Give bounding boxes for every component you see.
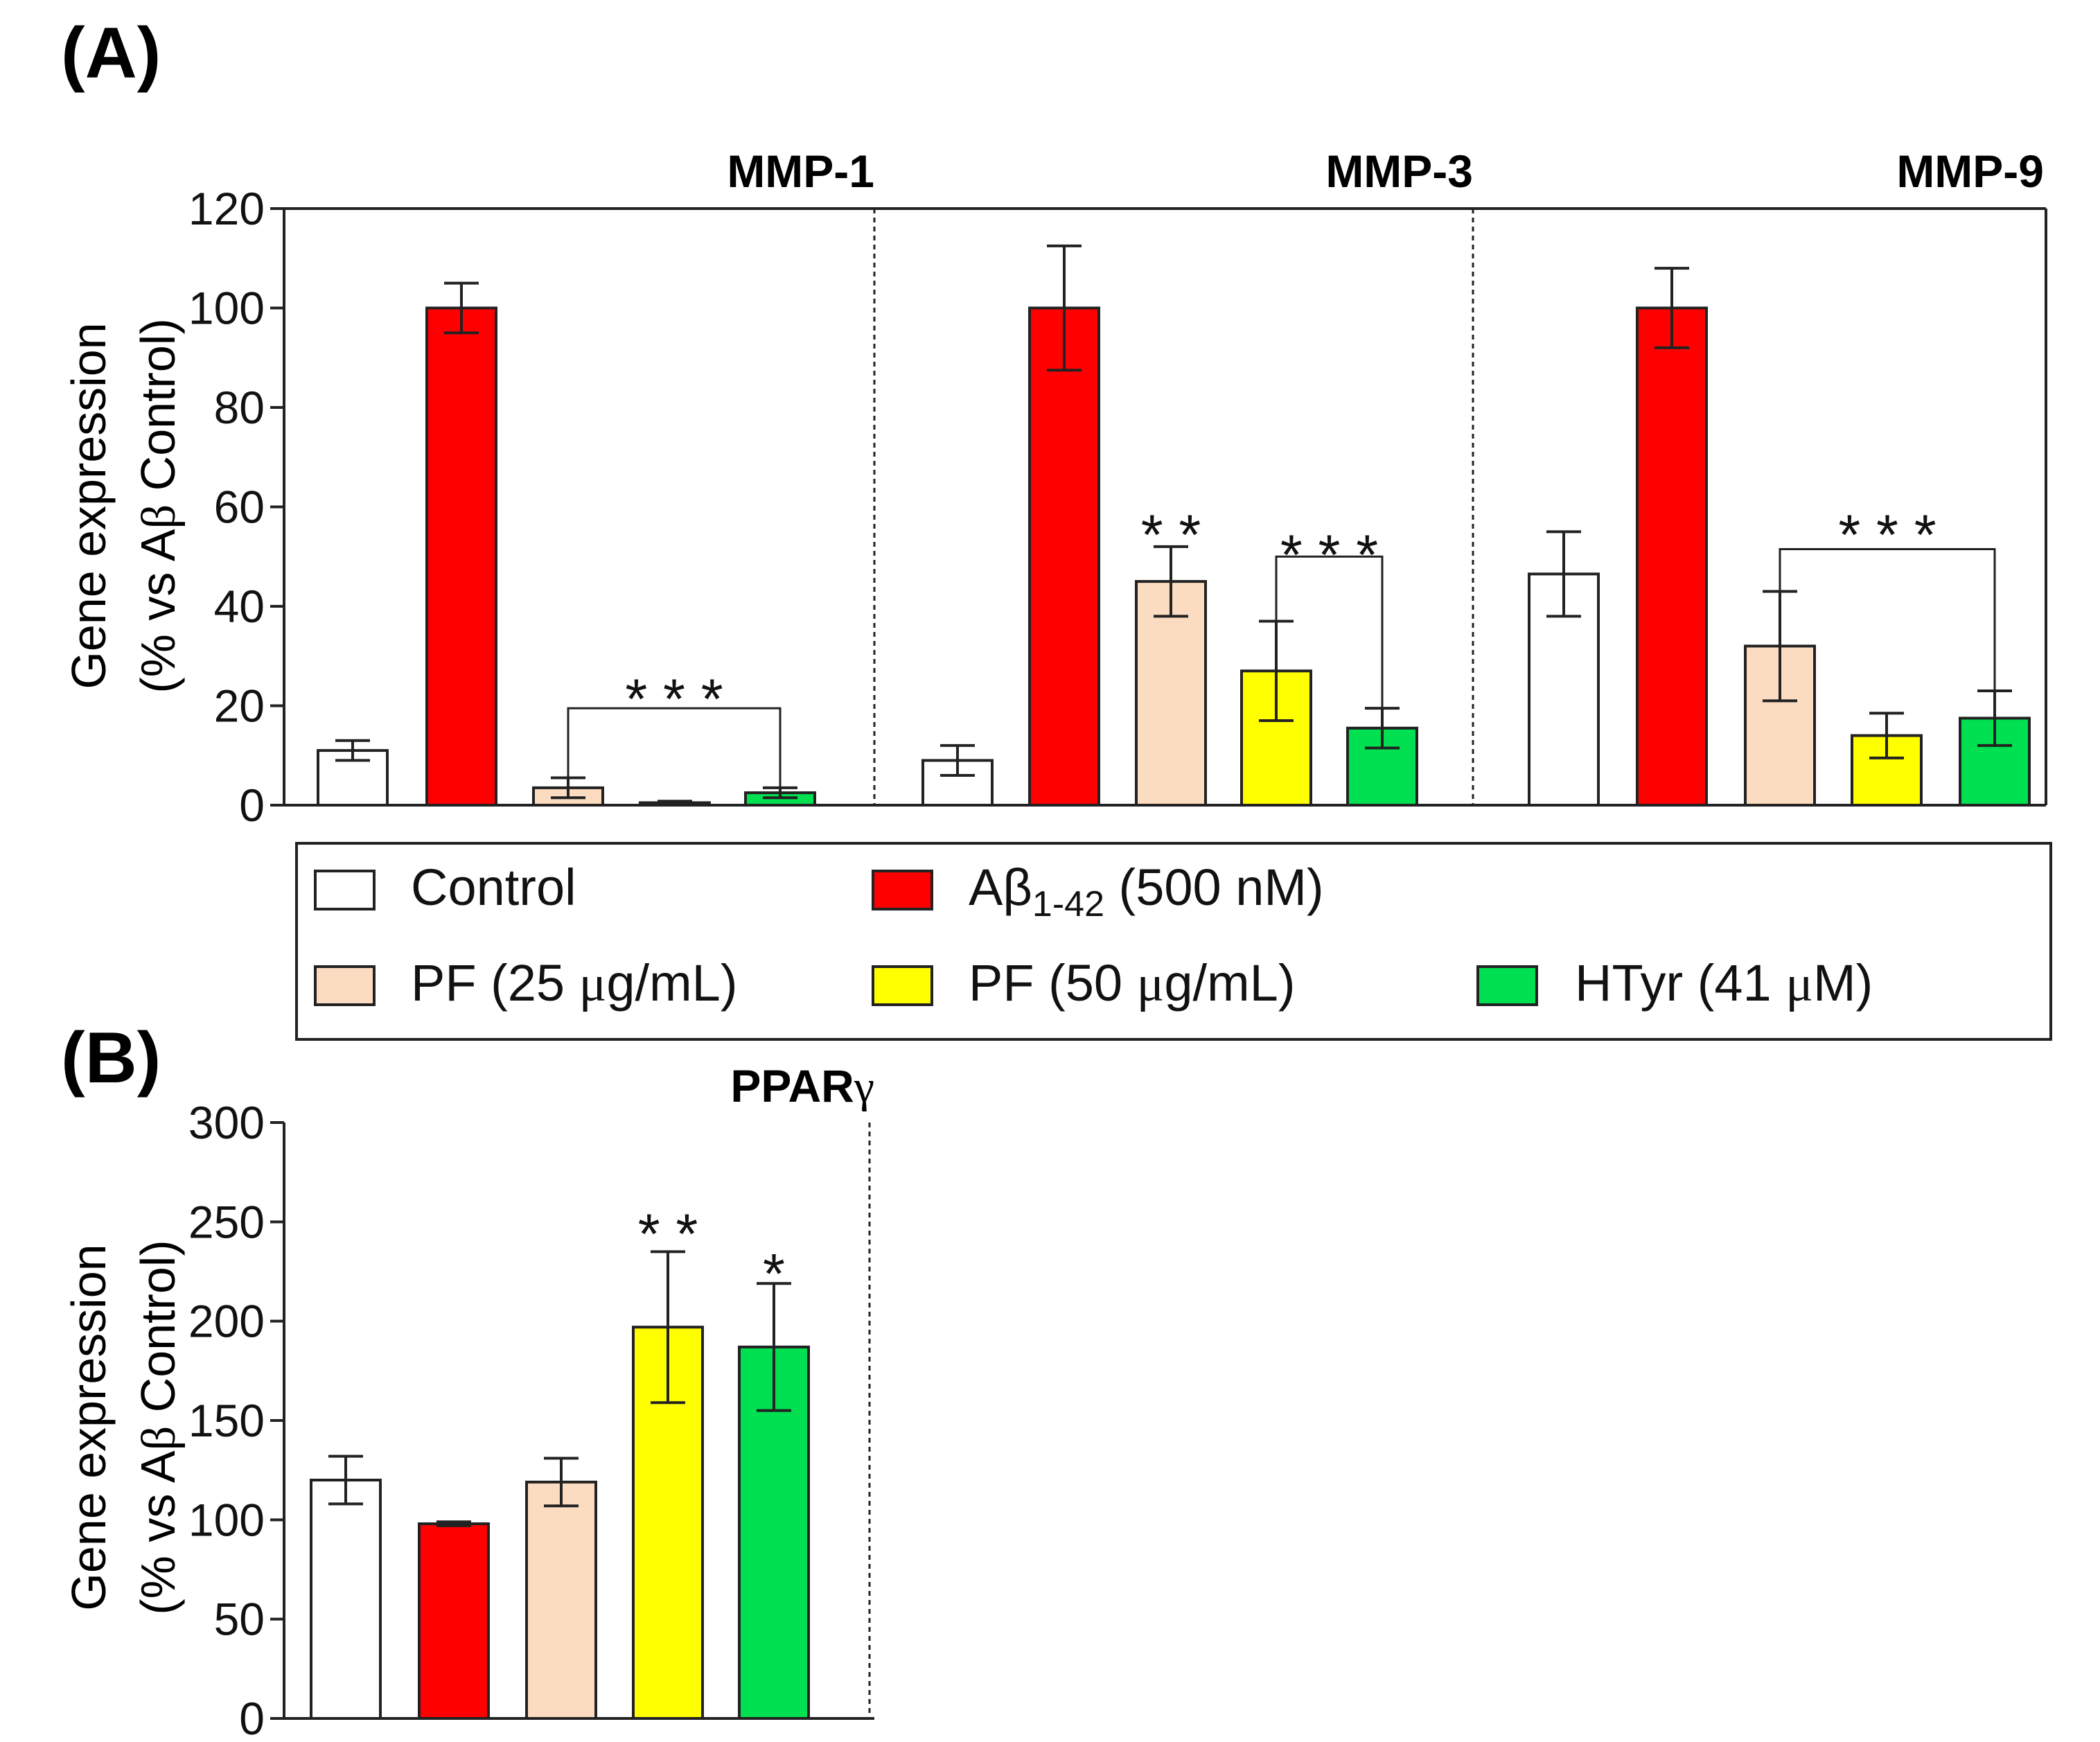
legend-swatch-htyr: [1476, 965, 1538, 1006]
y-tick-label: 300: [188, 1097, 265, 1148]
y-axis-title-a: Gene expression (% vs Aβ Control): [62, 318, 186, 693]
panel-label-a: (A): [61, 13, 161, 94]
legend-box: [295, 842, 2052, 1041]
y-tick-label: 0: [239, 1693, 265, 1742]
y-title-line1: Gene expression: [62, 1244, 116, 1610]
y-tick-label: 250: [188, 1196, 265, 1247]
bar: [425, 306, 497, 807]
y-tick-label: 0: [239, 780, 265, 831]
significance-label: * * *: [1280, 524, 1378, 587]
bar: [525, 1480, 597, 1721]
bar: [1135, 580, 1207, 807]
bar: [418, 1522, 490, 1720]
legend: Control Aβ1-42 (500 nM) PF (25 μg/mL) PF…: [295, 842, 2052, 1041]
y-title-line2: (% vs Aβ Control): [131, 318, 186, 693]
group-title-mmp3: MMP-3: [1325, 146, 1473, 197]
plot-b: 0 50 100 150 200 250 300 * * *: [188, 1097, 874, 1742]
y-tick-label: 20: [214, 680, 265, 732]
bar: [1636, 306, 1708, 807]
significance-label: * *: [1141, 504, 1201, 567]
panel-label-b: (B): [61, 1018, 161, 1098]
significance-bracket: [567, 707, 782, 788]
legend-label-pf25: PF (25 μg/mL): [411, 954, 737, 1012]
y-tick-label: 200: [188, 1296, 265, 1347]
legend-label-htyr: HTyr (41 μM): [1575, 954, 1873, 1012]
legend-swatch-pf25: [314, 965, 376, 1006]
legend-label-pf50: PF (50 μg/mL): [969, 954, 1295, 1012]
y-title-line2: (% vs Aβ Control): [131, 1240, 186, 1615]
bar: [317, 749, 389, 807]
legend-label-control: Control: [411, 859, 576, 916]
significance-label: * *: [638, 1203, 698, 1266]
legend-swatch-control: [314, 870, 376, 910]
y-tick-label: 80: [214, 382, 265, 433]
significance-bracket: [1779, 547, 1996, 691]
group-title-mmp1: MMP-1: [727, 146, 874, 197]
y-tick-label: 100: [188, 283, 265, 334]
bar: [1028, 306, 1100, 807]
significance-label: * * *: [1838, 504, 1936, 567]
y-tick-label: 100: [188, 1494, 265, 1545]
significance-label: *: [763, 1242, 785, 1305]
y-axis-title-b: Gene expression (% vs Aβ Control): [62, 1240, 186, 1615]
legend-label-abeta: Aβ1-42 (500 nM): [969, 859, 1324, 924]
y-tick-label: 120: [188, 183, 265, 234]
legend-swatch-abeta: [872, 870, 933, 910]
y-tick-label: 40: [214, 581, 265, 632]
group-title-ppar: PPARγ: [730, 1060, 874, 1112]
y-tick-label: 150: [188, 1395, 265, 1446]
legend-swatch-pf50: [872, 965, 933, 1006]
plot-a: 0 20 40 60 80 100 120 * * * * * * * * * * *: [188, 183, 2047, 831]
y-tick-label: 50: [214, 1594, 265, 1645]
group-title-mmp9: MMP-9: [1896, 146, 2044, 197]
y-title-line1: Gene expression: [62, 322, 116, 689]
significance-bracket: [1275, 555, 1384, 709]
significance-label: * * *: [625, 668, 723, 731]
y-tick-label: 60: [214, 482, 265, 533]
bar: [310, 1479, 382, 1720]
